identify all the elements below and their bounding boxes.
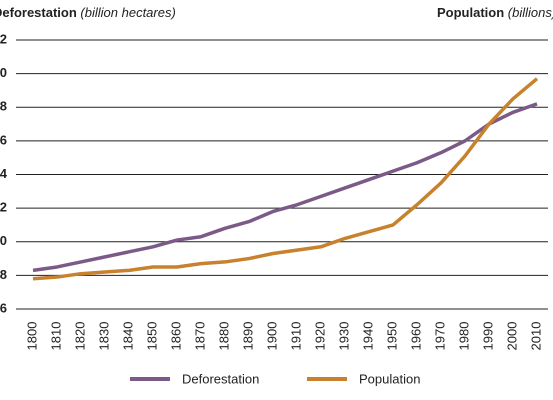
left-title: Deforestation	[0, 5, 77, 20]
x-tick-label: 2000	[504, 322, 519, 351]
left-axis-title: Deforestation (billion hectares)	[0, 5, 176, 20]
y-tick-label: 2.2	[0, 31, 7, 46]
x-tick-label: 1970	[432, 322, 447, 351]
left-title-unit: (billion hectares)	[80, 5, 175, 20]
y-tick-label: 0.6	[0, 300, 7, 315]
x-tick-label: 1840	[120, 322, 135, 351]
x-tick-label: 1890	[240, 322, 255, 351]
x-tick-label: 1990	[480, 322, 495, 351]
x-tick-label: 1870	[192, 322, 207, 351]
x-tick-label: 1800	[24, 322, 39, 351]
right-title: Population	[437, 5, 504, 20]
x-tick-label: 1980	[456, 322, 471, 351]
x-tick-label: 1860	[168, 322, 183, 351]
x-tick-label: 1830	[96, 322, 111, 351]
y-tick-label: 1.6	[0, 132, 7, 147]
x-tick-label: 1940	[360, 322, 375, 351]
y-tick-label: 1.4	[0, 166, 8, 181]
x-tick-label: 1930	[336, 322, 351, 351]
y-tick-label: 0.8	[0, 267, 7, 282]
x-tick-label: 1850	[144, 322, 159, 351]
x-tick-label: 1820	[72, 322, 87, 351]
legend-label: Deforestation	[182, 371, 259, 386]
x-tick-label: 1960	[408, 322, 423, 351]
y-tick-label: 1.0	[0, 233, 7, 248]
series-line	[32, 102, 538, 273]
x-tick-label: 1950	[384, 322, 399, 351]
x-tick-label: 1920	[312, 322, 327, 351]
x-tick-label: 1810	[48, 322, 63, 351]
right-title-unit: (billions)	[508, 5, 553, 20]
x-tick-label: 1910	[288, 322, 303, 351]
y-tick-label: 1.8	[0, 99, 7, 114]
x-tick-label: 1900	[264, 322, 279, 351]
legend-label: Population	[359, 371, 420, 386]
series-line	[32, 77, 539, 281]
x-tick-label: 2010	[528, 322, 543, 351]
right-axis-title: Population (billions)	[437, 5, 553, 20]
x-tick-label: 1880	[216, 322, 231, 351]
y-tick-label: 2.0	[0, 65, 7, 80]
y-tick-label: 1.2	[0, 200, 7, 215]
